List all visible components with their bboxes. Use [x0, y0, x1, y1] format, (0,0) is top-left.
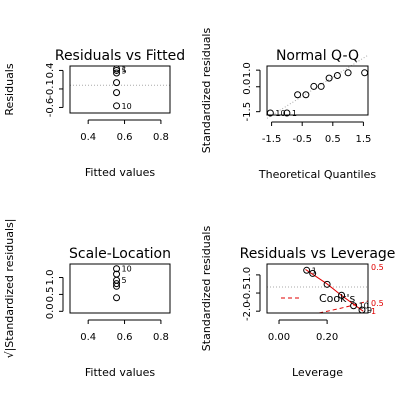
point-label: 10 [122, 102, 132, 111]
y-tick-label: -2.0 [242, 301, 253, 321]
data-point [362, 70, 368, 76]
y-tick-label: 1.0 [242, 62, 253, 78]
y-tick-label: -1.5 [242, 102, 253, 122]
panel-title: Residuals vs Fitted [55, 48, 185, 64]
plot-frame [267, 264, 368, 313]
data-point [334, 72, 340, 78]
data-point [114, 90, 120, 96]
plot-frame [267, 66, 368, 115]
y-tick-label: -0.5 [242, 283, 253, 303]
data-point [303, 92, 309, 98]
cook-level-label: 0.5 [371, 263, 384, 272]
panel-4: Residuals vs Leverage Leverage Standardize… [200, 226, 395, 379]
legend-label: Cook's [319, 292, 356, 305]
x-axis-label: Fitted values [85, 366, 156, 379]
data-point [295, 92, 301, 98]
y-axis-label: Residuals [3, 63, 16, 115]
point-label: 5 [122, 276, 127, 285]
data-point [114, 80, 120, 86]
x-tick-label: 0.4 [80, 332, 96, 343]
y-axis-label: Standardized residuals [200, 28, 213, 154]
data-point [114, 295, 120, 301]
y-tick-label: 0.4 [45, 62, 56, 78]
y-tick-label: 0.5 [45, 286, 56, 302]
x-tick-label: 0.8 [153, 132, 169, 143]
y-tick-label: 1.0 [242, 267, 253, 283]
data-point [114, 103, 120, 109]
point-label: 5 [122, 66, 127, 75]
y-tick-label: 0.0 [242, 79, 253, 95]
y-axis-label: Standardized residuals [200, 226, 213, 352]
point-label: 10 [122, 265, 132, 274]
point-label: 1 [292, 109, 297, 118]
x-axis-label: Fitted values [85, 166, 156, 179]
data-point [311, 83, 317, 89]
y-tick-label: -0.6 [45, 98, 56, 118]
y-tick-label: 0.0 [45, 303, 56, 319]
panel-3: Scale-Location Fitted values √|Standardize… [3, 219, 171, 379]
x-tick-label: 0.8 [153, 332, 169, 343]
y-tick-label: 1.0 [45, 270, 56, 286]
plot-frame [70, 264, 170, 313]
panel-title: Normal Q-Q [276, 48, 359, 64]
x-tick-label: 0.00 [268, 332, 290, 343]
x-tick-label: -1.5 [262, 134, 282, 145]
y-axis-label: √|Standardized residuals| [3, 219, 16, 359]
x-tick-label: -0.5 [292, 134, 312, 145]
x-tick-label: 0.6 [117, 132, 133, 143]
data-point [345, 70, 351, 76]
x-tick-label: 0.6 [117, 332, 133, 343]
y-tick-label: -0.1 [45, 79, 56, 99]
x-tick-label: 0.20 [316, 332, 338, 343]
x-tick-label: 1.5 [355, 134, 371, 145]
panel-1: Residuals vs Fitted Fitted values Residual… [3, 48, 185, 179]
x-tick-label: 0.4 [80, 132, 96, 143]
x-tick-label: 0.5 [325, 134, 341, 145]
panel-2: Normal Q-Q Theoretical Quantiles Standardi… [200, 28, 376, 181]
x-axis-label: Leverage [292, 366, 343, 379]
panel-title: Residuals vs Leverage [240, 246, 396, 262]
panel-title: Scale-Location [69, 246, 171, 262]
x-axis-label: Theoretical Quantiles [258, 168, 376, 181]
